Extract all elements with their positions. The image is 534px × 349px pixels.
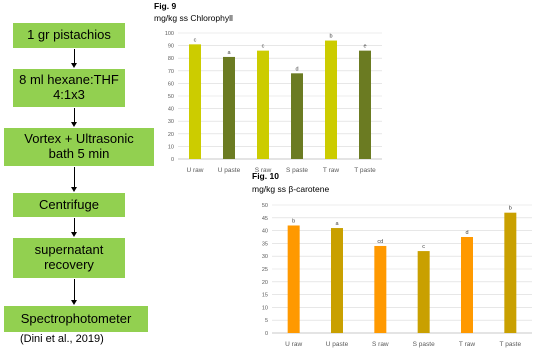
beta-carotene-y-tick-label: 5 xyxy=(265,318,268,324)
beta-carotene-bar xyxy=(417,251,430,333)
beta-carotene-bar-chart: Fig. 10 mg/kg ss β-carotene 0 5 10 15 20 25 30 35… xyxy=(252,172,532,348)
beta-carotene-category-label: S paste xyxy=(413,341,435,348)
beta-carotene-category-label: U paste xyxy=(326,341,349,348)
chlorophyll-y-tick-label: 40 xyxy=(168,107,174,113)
chlorophyll-y-tick-label: 50 xyxy=(168,94,174,100)
beta-carotene-bar xyxy=(331,228,343,333)
chlorophyll-y-tick-label: 10 xyxy=(168,144,174,150)
beta-carotene-y-tick-label: 20 xyxy=(262,280,268,286)
beta-carotene-significance-letter: a xyxy=(335,221,339,227)
flow-arrow-2-head xyxy=(71,122,77,127)
flow-arrow-3 xyxy=(74,167,75,187)
chlorophyll-category-label: U raw xyxy=(187,167,204,174)
beta-carotene-category-label: T paste xyxy=(500,341,522,348)
flow-step-sample: 1 gr pistachios xyxy=(13,23,125,48)
citation: (Dini et al., 2019) xyxy=(20,333,104,345)
beta-carotene-significance-letter: d xyxy=(465,230,468,236)
flow-arrow-5 xyxy=(74,279,75,300)
chlorophyll-bar xyxy=(257,50,269,159)
beta-carotene-y-tick-label: 10 xyxy=(262,305,268,311)
beta-carotene-significance-letter: b xyxy=(292,218,295,224)
chlorophyll-y-tick-label: 80 xyxy=(168,56,174,62)
flow-arrow-2 xyxy=(74,108,75,122)
beta-carotene-bar xyxy=(374,245,387,333)
flow-step-vortex-ultrasonic: Vortex + Ultrasonic bath 5 min xyxy=(4,128,154,166)
beta-carotene-y-tick-label: 50 xyxy=(262,203,268,209)
chlorophyll-y-tick-label: 90 xyxy=(168,44,174,50)
flow-arrow-4-head xyxy=(71,232,77,237)
beta-carotene-bar xyxy=(504,212,517,333)
chlorophyll-y-tick-label: 60 xyxy=(168,81,174,87)
beta-carotene-significance-letter: cd xyxy=(377,239,383,245)
chlorophyll-y-tick-label: 30 xyxy=(168,119,174,125)
beta-carotene-y-tick-label: 25 xyxy=(262,267,268,273)
chlorophyll-category-label: S raw xyxy=(255,167,272,174)
chlorophyll-bar-chart: Fig. 9 mg/kg ss Chlorophyll 0 10 20 30 40 50 60 7… xyxy=(154,1,382,174)
beta-carotene-y-tick-label: 30 xyxy=(262,254,268,260)
chlorophyll-figure-label: Fig. 9 xyxy=(154,1,176,11)
chlorophyll-bar xyxy=(291,73,303,159)
chlorophyll-significance-letter: c xyxy=(194,37,197,43)
flow-arrow-4 xyxy=(74,218,75,232)
chlorophyll-significance-letter: e xyxy=(363,44,366,50)
beta-carotene-bar xyxy=(287,225,300,333)
beta-carotene-y-tick-label: 0 xyxy=(265,331,268,337)
chlorophyll-significance-letter: c xyxy=(262,44,265,50)
chlorophyll-y-tick-label: 100 xyxy=(165,31,174,37)
chlorophyll-significance-letter: b xyxy=(329,34,332,40)
flow-step-centrifuge: Centrifuge xyxy=(13,193,125,217)
chlorophyll-y-tick-label: 70 xyxy=(168,69,174,75)
chlorophyll-bar xyxy=(359,50,371,159)
chlorophyll-category-label: T paste xyxy=(354,167,376,174)
beta-carotene-category-label: U raw xyxy=(285,341,302,348)
chlorophyll-bar xyxy=(325,40,337,160)
chlorophyll-significance-letter: a xyxy=(227,50,231,56)
flowchart: 1 gr pistachios 8 ml hexane:THF 4:1x3 Vo… xyxy=(0,0,160,349)
chlorophyll-significance-letter: d xyxy=(295,66,298,72)
beta-carotene-significance-letter: b xyxy=(509,206,512,212)
beta-carotene-significance-letter: c xyxy=(422,244,425,250)
flow-step-spectrophotometer: Spectrophotometer xyxy=(4,306,148,332)
flow-arrow-5-head xyxy=(71,300,77,305)
flow-arrow-1 xyxy=(74,49,75,63)
flow-step-supernatant-recovery: supernatant recovery xyxy=(13,238,125,278)
beta-carotene-y-tick-label: 15 xyxy=(262,293,268,299)
flow-arrow-3-head xyxy=(71,187,77,192)
beta-carotene-y-tick-label: 45 xyxy=(262,216,268,222)
beta-carotene-bar xyxy=(461,237,473,333)
chlorophyll-y-tick-label: 0 xyxy=(171,157,174,163)
chlorophyll-category-label: T raw xyxy=(323,167,339,174)
flow-step-solvent: 8 ml hexane:THF 4:1x3 xyxy=(13,69,125,107)
beta-carotene-y-tick-label: 35 xyxy=(262,241,268,247)
chlorophyll-y-tick-label: 20 xyxy=(168,132,174,138)
chlorophyll-category-label: U paste xyxy=(218,167,241,174)
beta-carotene-category-label: T raw xyxy=(459,341,475,348)
chlorophyll-bar xyxy=(189,44,201,160)
chlorophyll-bar xyxy=(223,56,235,159)
beta-carotene-category-label: S raw xyxy=(372,341,389,348)
chlorophyll-category-label: S paste xyxy=(286,167,308,174)
flow-arrow-1-head xyxy=(71,63,77,68)
beta-carotene-figure-label: Fig. 10 xyxy=(252,172,279,181)
chlorophyll-chart-title: mg/kg ss Chlorophyll xyxy=(154,13,233,23)
beta-carotene-chart-title: mg/kg ss β-carotene xyxy=(252,184,329,194)
beta-carotene-y-tick-label: 40 xyxy=(262,229,268,235)
